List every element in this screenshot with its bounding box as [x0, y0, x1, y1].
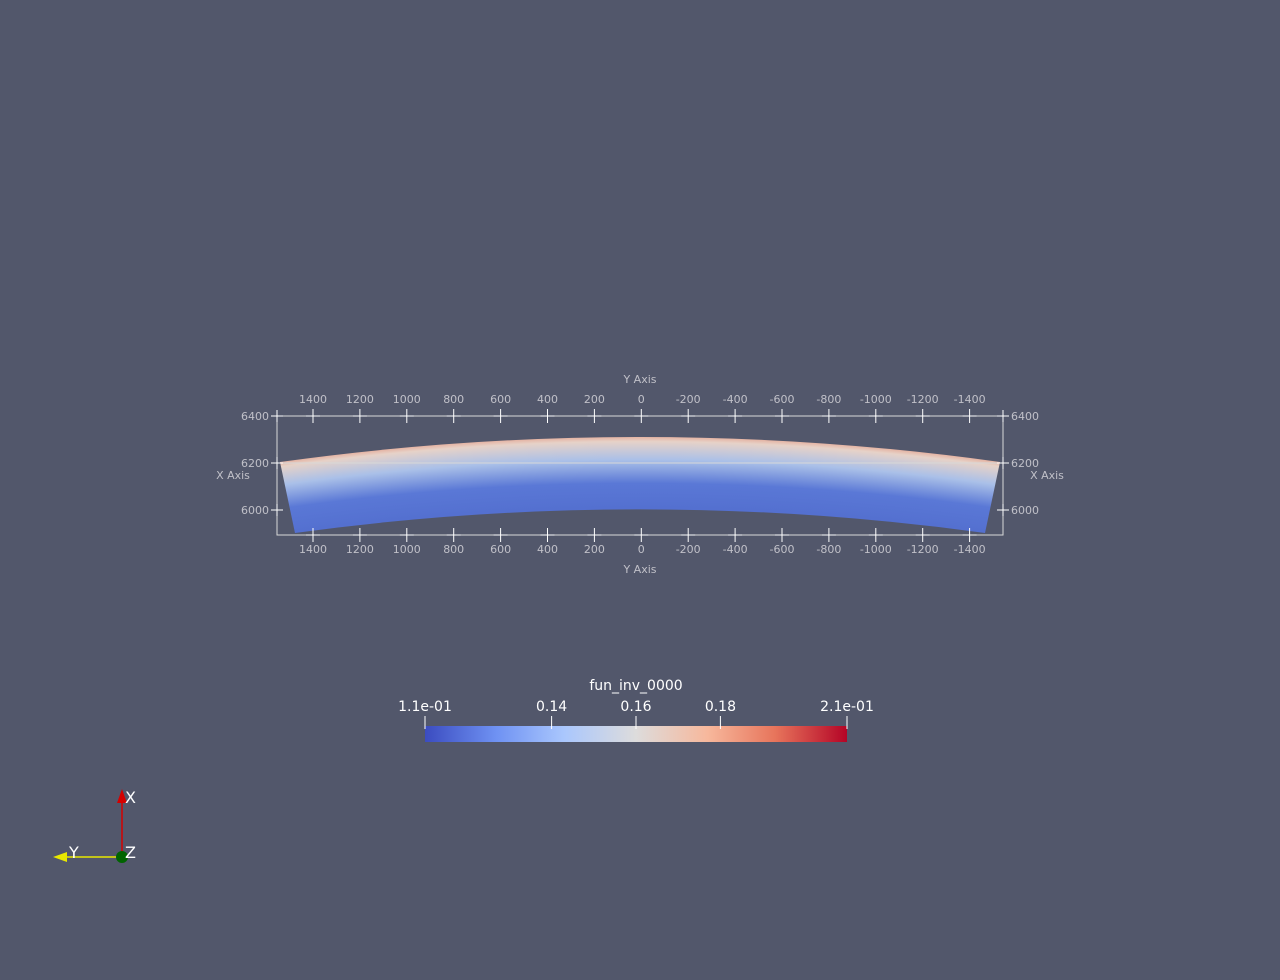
y-tick-label-bottom: -1400	[954, 543, 986, 556]
colorbar-tick-label: 1.1e-01	[398, 699, 452, 715]
y-tick-label-top: 200	[584, 393, 605, 406]
y-tick-label-bottom: 800	[443, 543, 464, 556]
y-tick-label-top: -800	[816, 393, 841, 406]
y-tick-label-top: -1400	[954, 393, 986, 406]
x-tick-right-6200: 6200	[1011, 457, 1039, 470]
orientation-y-label: Y	[68, 843, 79, 862]
y-tick-label-bottom: -200	[676, 543, 701, 556]
colorbar-gradient	[425, 726, 847, 742]
y-tick-label-bottom: -600	[770, 543, 795, 556]
x-tick-left-6000: 6000	[241, 504, 269, 517]
orientation-axes-widget[interactable]: X Y Z	[53, 788, 136, 863]
y-tick-label-top: 600	[490, 393, 511, 406]
y-tick-label-bottom: 1400	[299, 543, 327, 556]
y-tick-label-top: -1000	[860, 393, 892, 406]
y-tick-label-top: -1200	[907, 393, 939, 406]
x-tick-right-6000: 6000	[1011, 504, 1039, 517]
y-tick-label-bottom: -1000	[860, 543, 892, 556]
colorbar-tick-label: 0.14	[536, 699, 567, 715]
y-tick-label-top: 800	[443, 393, 464, 406]
x-tick-left-6200: 6200	[241, 457, 269, 470]
y-tick-label-bottom: 1000	[393, 543, 421, 556]
y-tick-label-bottom: 1200	[346, 543, 374, 556]
y-tick-label-bottom: 200	[584, 543, 605, 556]
shell-slice[interactable]	[280, 437, 1000, 533]
y-tick-label-top: 1400	[299, 393, 327, 406]
y-tick-label-top: 400	[537, 393, 558, 406]
y-tick-label-bottom: -1200	[907, 543, 939, 556]
y-tick-label-top: 1200	[346, 393, 374, 406]
x-tick-left-6400: 6400	[241, 410, 269, 423]
colorbar-tick-label: 0.18	[705, 699, 736, 715]
y-tick-label-top: -400	[723, 393, 748, 406]
x-axis-title-left: X Axis	[216, 469, 250, 482]
y-axis-title-top: Y Axis	[622, 373, 656, 386]
x-tick-right-6400: 6400	[1011, 410, 1039, 423]
y-tick-label-bottom: -800	[816, 543, 841, 556]
x-arrow-icon	[117, 789, 127, 803]
colorbar-tick-label: 2.1e-01	[820, 699, 874, 715]
colorbar-title: fun_inv_0000	[589, 678, 682, 694]
y-tick-label-top: -200	[676, 393, 701, 406]
z-axis-dot-icon	[116, 851, 128, 863]
cube-axes-grid: Y Axis Y Axis X Axis X Axis 6400 6200 60…	[216, 373, 1064, 576]
color-legend[interactable]: fun_inv_0000 1.1e-01 0.14 0.16 0.18 2.1e-01	[398, 678, 874, 742]
orientation-z-label: Z	[125, 843, 136, 862]
orientation-x-label: X	[125, 788, 136, 807]
y-axis-title-bottom: Y Axis	[622, 563, 656, 576]
colorbar-tick-label: 0.16	[620, 699, 651, 715]
y-tick-label-top: -600	[770, 393, 795, 406]
y-tick-label-top: 1000	[393, 393, 421, 406]
y-tick-label-bottom: 400	[537, 543, 558, 556]
y-arrow-icon	[53, 852, 67, 862]
y-tick-label-bottom: 600	[490, 543, 511, 556]
y-tick-label-top: 0	[638, 393, 645, 406]
x-axis-title-right: X Axis	[1030, 469, 1064, 482]
y-tick-label-bottom: 0	[638, 543, 645, 556]
y-tick-label-bottom: -400	[723, 543, 748, 556]
